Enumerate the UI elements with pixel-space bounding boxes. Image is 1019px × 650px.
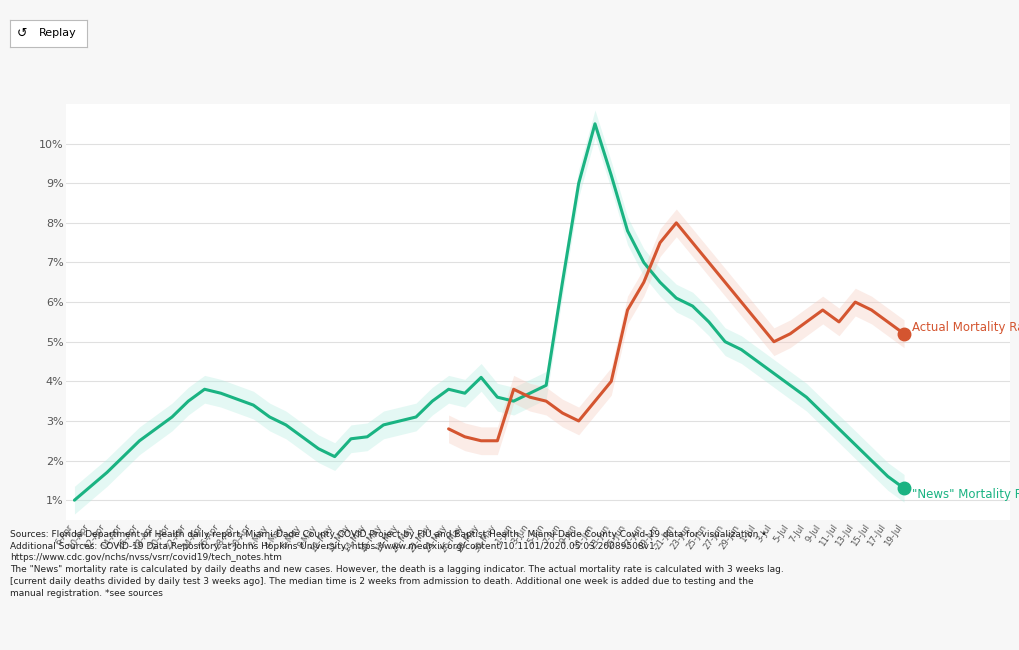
Text: Replay: Replay: [39, 28, 76, 38]
Text: "News" Mortality Rate 0.42%: "News" Mortality Rate 0.42%: [911, 488, 1019, 500]
Text: ↺: ↺: [16, 27, 26, 40]
Text: Sources: Florida Department of Health daily report, Miami-Dade County COVID Proj: Sources: Florida Department of Health da…: [10, 530, 784, 598]
Text: Actual Mortality Rate 2.54%: Actual Mortality Rate 2.54%: [911, 321, 1019, 334]
